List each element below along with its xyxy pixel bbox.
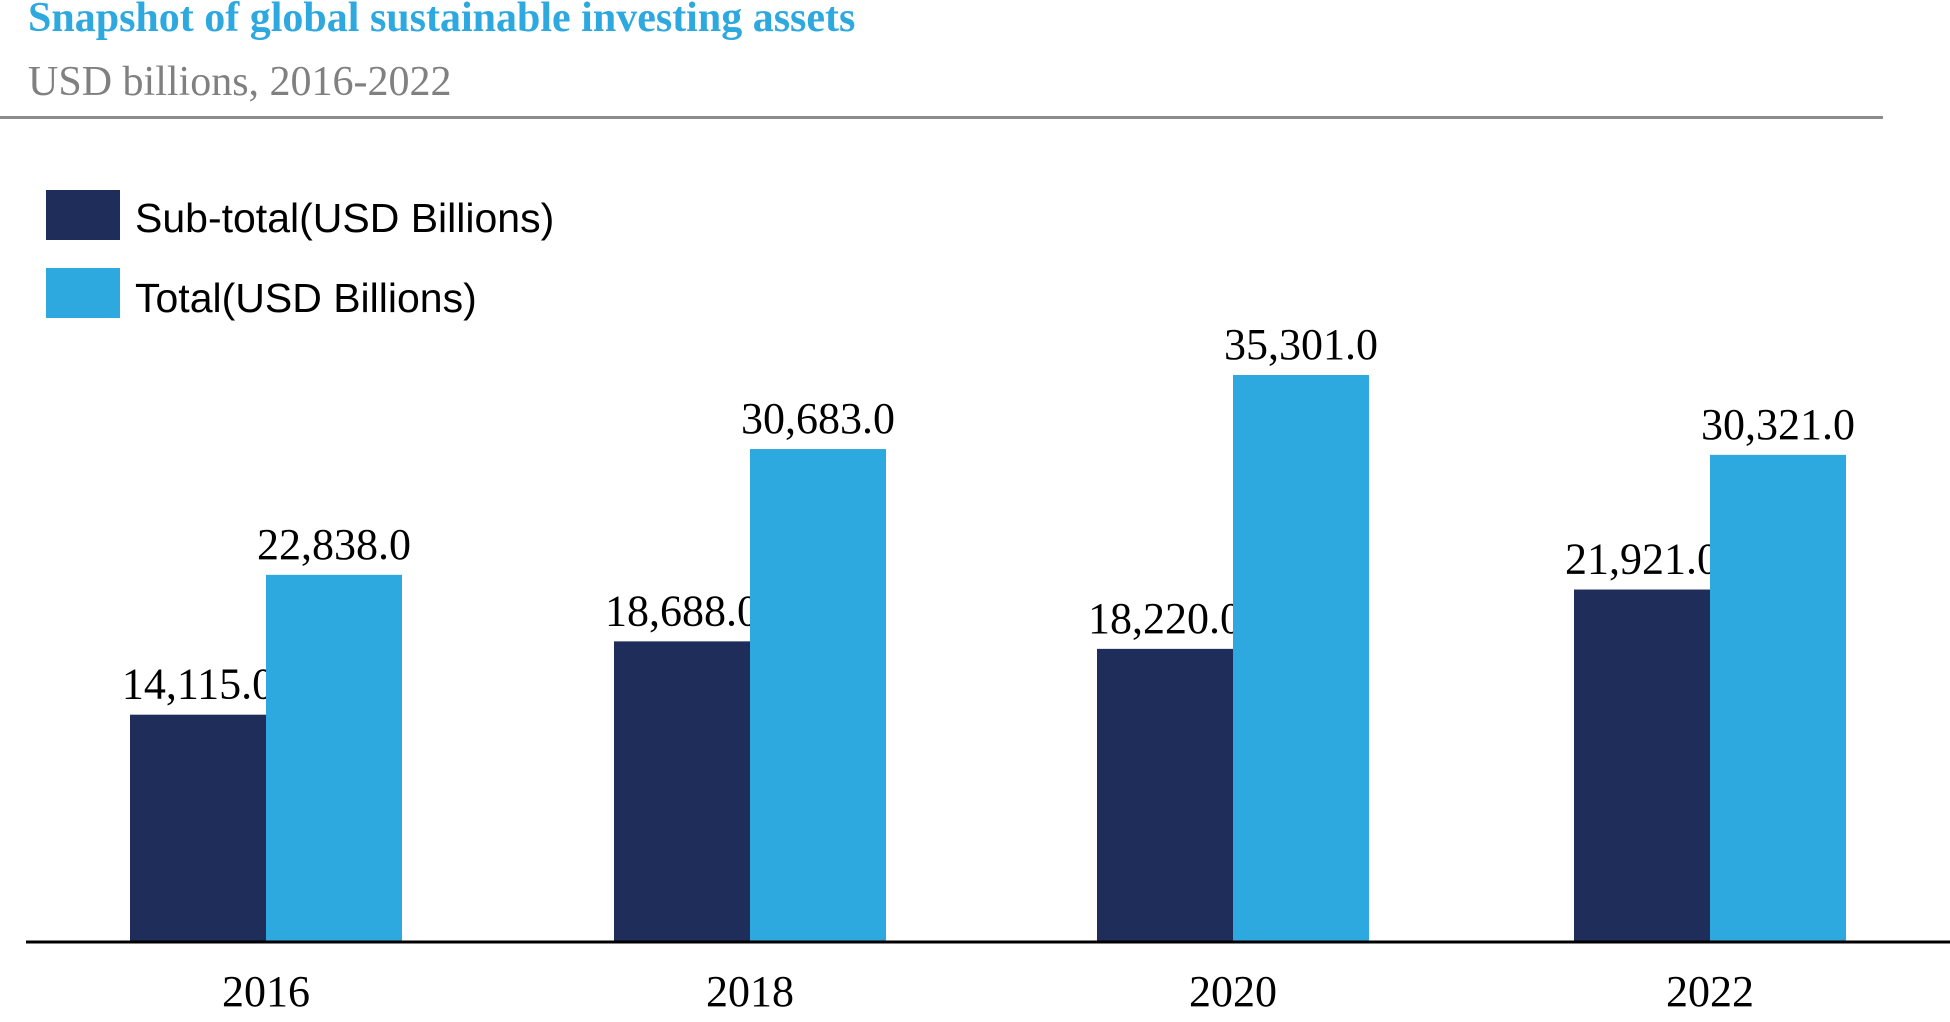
x-tick-label-2018: 2018 — [706, 967, 794, 1016]
bar-total-2022 — [1710, 454, 1846, 941]
legend-swatch-sub-total — [46, 190, 120, 240]
bar-sub-total-2020 — [1097, 648, 1233, 941]
legend-label-sub-total: Sub-total(USD Billions) — [135, 195, 554, 241]
data-label-total-2016: 22,838.0 — [257, 520, 411, 569]
bar-sub-total-2016 — [130, 714, 266, 941]
header-divider — [0, 116, 1883, 119]
data-label-total-2020: 35,301.0 — [1224, 320, 1378, 369]
x-tick-label-2022: 2022 — [1666, 967, 1754, 1016]
bar-total-2018 — [750, 449, 886, 941]
data-label-total-2022: 30,321.0 — [1701, 400, 1855, 449]
data-label-sub-total-2018: 18,688.0 — [605, 586, 759, 635]
chart-subtitle: USD billions, 2016-2022 — [28, 59, 452, 105]
legend-swatch-total — [46, 268, 120, 318]
bar-total-2016 — [266, 574, 402, 941]
bars-group: 14,115.0 22,838.0 18,688.0 30,683.0 18,220.0… — [122, 320, 1855, 941]
bar-sub-total-2018 — [614, 641, 750, 941]
data-label-total-2018: 30,683.0 — [741, 394, 895, 443]
x-tick-label-2020: 2020 — [1189, 967, 1277, 1016]
bar-sub-total-2022 — [1574, 589, 1710, 941]
x-tick-label-2016: 2016 — [222, 967, 310, 1016]
bar-total-2020 — [1233, 375, 1369, 941]
data-label-sub-total-2020: 18,220.0 — [1088, 594, 1242, 643]
x-axis-labels: 2016 2018 2020 2022 — [222, 967, 1754, 1016]
legend-label-total: Total(USD Billions) — [135, 275, 477, 321]
legend: Sub-total(USD Billions) Total(USD Billio… — [46, 190, 554, 321]
data-label-sub-total-2016: 14,115.0 — [122, 660, 274, 709]
data-label-sub-total-2022: 21,921.0 — [1565, 535, 1719, 584]
chart-title: Snapshot of global sustainable investing… — [28, 0, 856, 41]
